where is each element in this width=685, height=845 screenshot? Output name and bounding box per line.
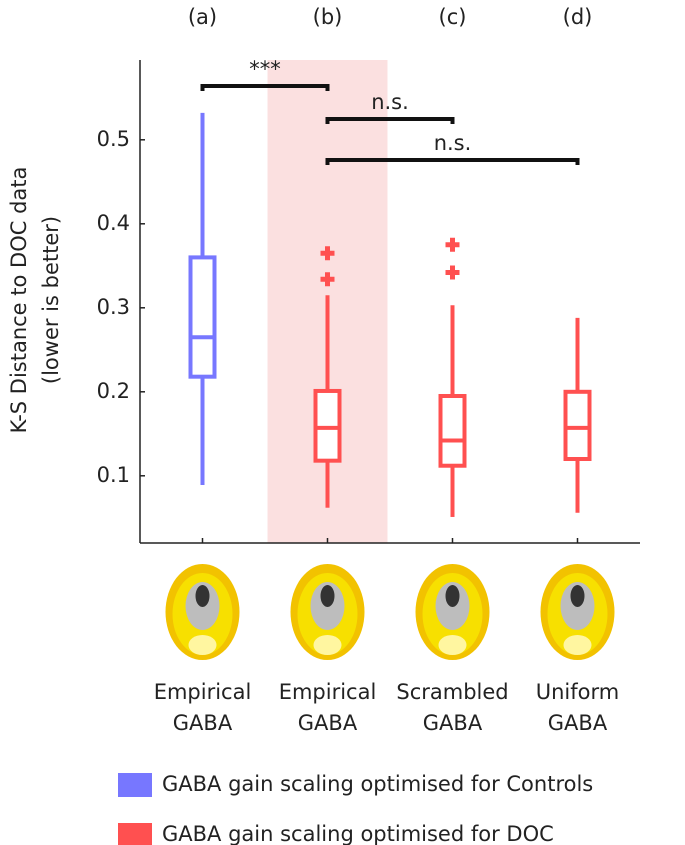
category-label: (c) [439,5,467,29]
category-sublabel: GABA [173,711,233,735]
y-tick-label: 0.5 [97,127,130,151]
box [438,394,467,468]
brain-image [165,564,240,660]
box [188,255,217,379]
y-tick-label: 0.3 [97,295,130,319]
category-sublabel: GABA [298,711,358,735]
category-sublabel: Uniform [536,680,619,704]
outlier [320,272,335,287]
significance-bracket [325,117,455,124]
brain-image [540,564,615,660]
category-sublabel: GABA [423,711,483,735]
category-sublabel: GABA [548,711,608,735]
y-tick-label: 0.4 [97,211,130,235]
category-sublabel: Empirical [279,680,377,704]
significance-label: n.s. [371,90,409,114]
legend-label: GABA gain scaling optimised for Controls [162,772,593,796]
brain-image [415,564,490,660]
category-label: (d) [563,5,593,29]
category-sublabel: Empirical [154,680,252,704]
brain-base [188,635,217,655]
brain-ventricle [195,585,210,607]
legend-swatch [118,823,152,845]
brain-base [563,635,592,655]
brain-ventricle [445,585,460,607]
significance-bracket [200,84,330,91]
outlier [320,246,335,261]
category-label: (a) [188,5,217,29]
brain-base [438,635,467,655]
category-sublabel: Scrambled [396,680,508,704]
y-tick-label: 0.2 [97,379,130,403]
significance-label: n.s. [434,131,472,155]
outlier [445,265,460,280]
outlier [445,237,460,252]
brain-ventricle [570,585,585,607]
category-label: (b) [313,5,343,29]
box [563,389,592,461]
brain-base [313,635,342,655]
brain-ventricle [320,585,335,607]
y-axis-label: (lower is better) [39,216,63,384]
brain-image [290,564,365,660]
legend-label: GABA gain scaling optimised for DOC [162,822,554,845]
significance-bracket [325,158,580,165]
legend-swatch [118,773,152,797]
y-axis-label: K-S Distance to DOC data [7,167,31,434]
box [313,388,342,463]
y-tick-label: 0.1 [97,463,130,487]
significance-label: *** [249,57,281,81]
